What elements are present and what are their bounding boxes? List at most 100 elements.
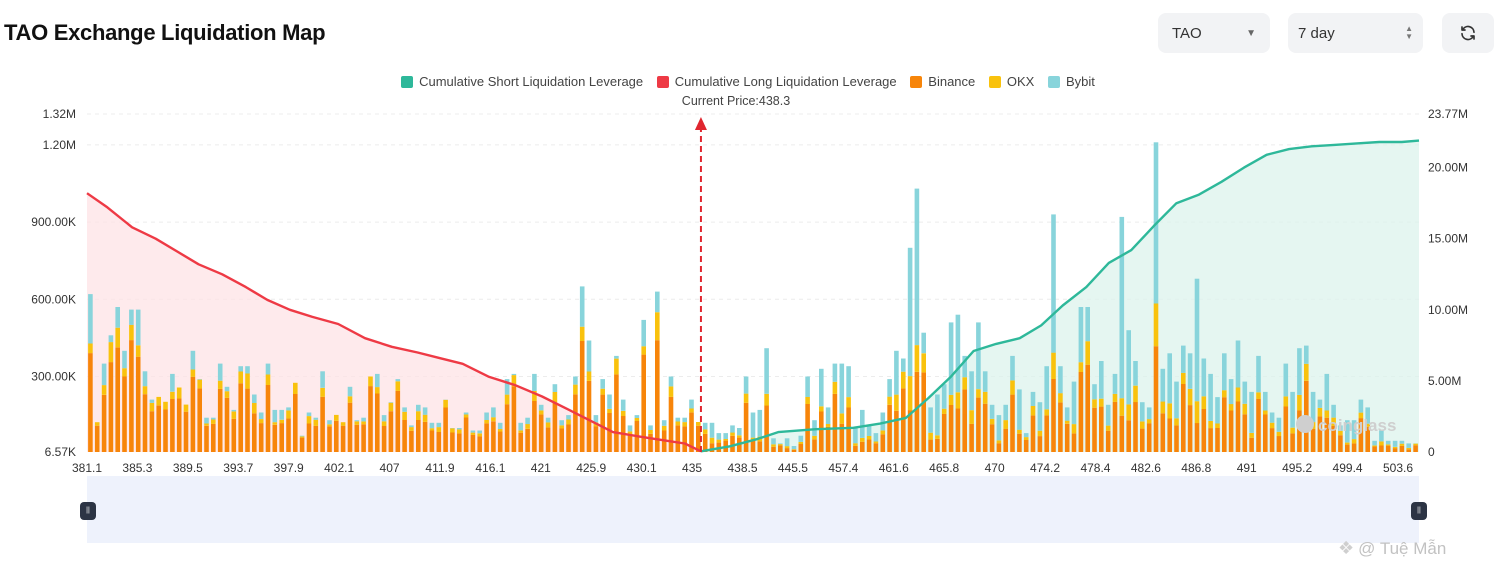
liquidation-bar <box>1276 417 1282 452</box>
bar-okx <box>1201 396 1207 409</box>
symbol-select[interactable]: TAO ▼ <box>1158 13 1270 53</box>
legend-item-okx[interactable]: OKX <box>988 74 1034 89</box>
bar-okx <box>750 437 756 441</box>
long-cumulative-line <box>86 192 702 453</box>
bar-okx <box>190 369 196 377</box>
range-slider[interactable] <box>87 476 1419 543</box>
bar-okx <box>955 392 961 409</box>
liquidation-bar <box>873 433 879 452</box>
bar-bybit <box>518 422 523 431</box>
liquidation-bar <box>1078 307 1084 452</box>
liquidation-bar <box>825 407 831 452</box>
liquidation-bar <box>682 417 687 452</box>
legend-item-bybit[interactable]: Bybit <box>1047 74 1095 89</box>
bar-binance <box>648 433 653 452</box>
liquidation-bar <box>1010 355 1015 452</box>
range-slider-left-handle[interactable]: || <box>80 502 96 520</box>
bar-bybit <box>122 350 127 369</box>
bar-bybit <box>429 422 435 429</box>
liquidation-bar <box>764 348 769 452</box>
bar-binance <box>94 425 100 452</box>
bar-bybit <box>552 384 558 392</box>
liquidation-bar <box>1071 381 1077 452</box>
bar-bybit <box>873 433 879 442</box>
bar-binance <box>778 445 783 452</box>
bar-okx <box>730 432 735 436</box>
bar-bybit <box>730 425 735 433</box>
liquidation-bar <box>1208 373 1213 452</box>
bar-okx <box>1351 439 1357 444</box>
liquidation-bar <box>286 407 291 452</box>
liquidation-bar <box>258 412 264 452</box>
liquidation-bar <box>525 417 530 452</box>
liquidation-bar <box>737 428 742 452</box>
liquidation-bar <box>641 319 646 452</box>
liquidation-bar <box>559 420 564 452</box>
period-select[interactable]: 7 day ▲ ▼ <box>1288 13 1423 53</box>
bar-okx <box>743 393 749 403</box>
bar-binance <box>607 413 612 452</box>
bar-bybit <box>1345 420 1350 443</box>
liquidation-chart[interactable]: 6.57K 300.00K 600.00K 900.00K 1.20M 1.32M 0 5.… <box>0 0 1496 475</box>
bar-bybit <box>566 415 571 420</box>
bar-binance <box>853 445 858 452</box>
bar-okx <box>470 432 476 435</box>
bar-bybit <box>620 399 626 411</box>
bar-okx <box>846 397 851 408</box>
liquidation-bar <box>607 394 612 452</box>
bar-binance <box>1256 398 1261 452</box>
refresh-button[interactable] <box>1442 13 1494 53</box>
liquidation-bar <box>1331 404 1336 452</box>
bar-binance <box>190 376 196 452</box>
range-slider-right-handle[interactable]: || <box>1411 502 1427 520</box>
bar-bybit <box>497 422 503 429</box>
bar-binance <box>955 408 961 452</box>
y-right-tick-label: 23.77M <box>1428 107 1468 121</box>
liquidation-bar <box>101 363 107 452</box>
bar-bybit <box>422 407 428 415</box>
bar-okx <box>286 410 291 419</box>
bar-okx <box>129 324 134 341</box>
bar-okx <box>463 414 469 418</box>
x-tick-label: 435 <box>682 461 702 475</box>
bar-okx <box>1112 393 1118 402</box>
bar-binance <box>1208 428 1213 452</box>
bar-binance <box>559 428 564 452</box>
liquidation-bar <box>914 188 920 452</box>
legend-label-long: Cumulative Long Liquidation Leverage <box>674 74 897 89</box>
bar-bybit <box>1030 391 1036 406</box>
bar-bybit <box>921 332 926 354</box>
bar-binance <box>491 421 496 452</box>
liquidation-bar <box>238 366 243 452</box>
liquidation-bar <box>450 428 455 452</box>
liquidation-bar <box>709 422 715 452</box>
x-tick-label: 407 <box>380 461 400 475</box>
bar-bybit <box>778 443 783 445</box>
bar-okx <box>354 421 360 425</box>
legend-item-binance[interactable]: Binance <box>910 74 975 89</box>
bar-bybit <box>702 422 708 430</box>
liquidation-bar <box>1290 391 1295 452</box>
liquidation-bar <box>1030 391 1036 452</box>
bar-okx <box>839 413 845 424</box>
bar-bybit <box>996 415 1002 441</box>
bar-bybit <box>750 412 756 438</box>
bar-bybit <box>907 247 913 377</box>
legend-item-long[interactable]: Cumulative Long Liquidation Leverage <box>656 74 897 89</box>
bar-bybit <box>1099 361 1104 399</box>
bar-binance <box>873 443 879 452</box>
liquidation-bar <box>293 382 298 452</box>
bar-okx <box>1064 420 1070 424</box>
symbol-select-value: TAO <box>1172 24 1202 42</box>
liquidation-bar <box>183 404 189 452</box>
bar-bybit <box>245 366 250 374</box>
liquidation-bar <box>409 425 414 452</box>
legend-item-short[interactable]: Cumulative Short Liquidation Leverage <box>401 74 643 89</box>
bar-okx <box>518 430 523 433</box>
liquidation-bar <box>928 407 933 452</box>
bar-okx <box>299 436 305 438</box>
bar-binance <box>361 424 366 452</box>
bar-binance <box>1030 415 1036 452</box>
bar-okx <box>1187 388 1193 406</box>
bar-okx <box>737 435 742 438</box>
